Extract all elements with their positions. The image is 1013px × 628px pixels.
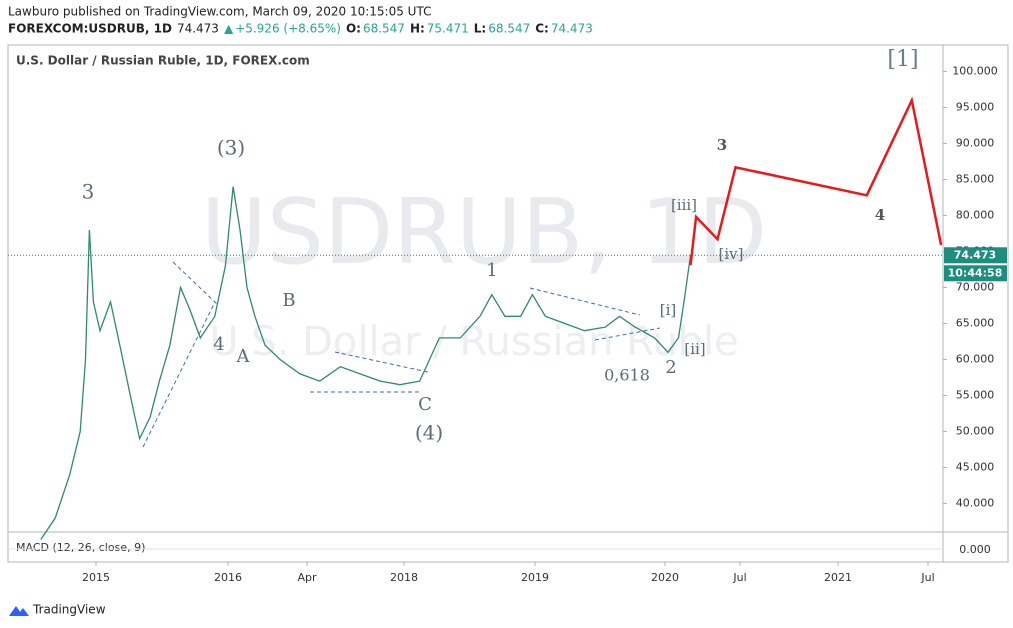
wave-label: 1 — [486, 260, 497, 281]
wave-label: A — [236, 346, 251, 367]
footer-brand: TradingView — [32, 603, 106, 617]
y-tick-label: 95.000 — [956, 100, 995, 113]
wave-label: [iv] — [719, 245, 744, 263]
header-change: +5.926 (+8.65%) — [235, 22, 341, 36]
y-tick-label: 55.000 — [956, 388, 995, 401]
footer-logo: TradingView — [9, 603, 106, 617]
countdown-box — [944, 265, 1007, 282]
x-tick-label: 2019 — [521, 571, 549, 584]
y-tick-label: 80.000 — [956, 208, 995, 221]
y-tick-label: 100.000 — [952, 64, 998, 77]
header-c-label: C: — [535, 22, 549, 36]
logo-icon — [9, 606, 29, 616]
wave-label: 0,618 — [604, 366, 650, 385]
header-arrow: ▲ — [224, 22, 234, 36]
countdown-label: 10:44:58 — [948, 266, 1003, 279]
chart-title: U.S. Dollar / Russian Ruble, 1D, FOREX.c… — [16, 54, 310, 68]
x-tick-label: 2021 — [824, 571, 852, 584]
header-l-label: L: — [474, 22, 486, 36]
y-tick-label: 65.000 — [956, 316, 995, 329]
header-o-label: O: — [346, 22, 361, 36]
header-h: 75.471 — [427, 22, 469, 36]
wave-label: [i] — [660, 301, 677, 319]
last-price-box — [944, 247, 1007, 264]
wave-label: 4 — [213, 334, 224, 355]
wave-label: [1] — [887, 47, 918, 72]
published-line: Lawburo published on TradingView.com, Ma… — [8, 5, 431, 19]
x-tick-label: 2016 — [214, 571, 242, 584]
header-l: 68.547 — [488, 22, 530, 36]
wave-label: [iii] — [671, 196, 697, 214]
forecast-line — [689, 96, 943, 266]
y-tick-label: 50.000 — [956, 424, 995, 437]
header-last: 74.473 — [177, 22, 219, 36]
wave-label: B — [282, 290, 295, 311]
y-tick-label: 85.000 — [956, 172, 995, 185]
x-tick-label: Jul — [920, 571, 934, 584]
header-symbol: FOREXCOM:USDRUB, 1D — [8, 22, 172, 36]
y-tick-label: 60.000 — [956, 352, 995, 365]
wave-label: (4) — [415, 421, 443, 445]
trend-line — [334, 351, 429, 373]
wave-label: 4 — [875, 206, 885, 224]
x-tick-label: 2015 — [82, 571, 110, 584]
wave-label: 2 — [665, 357, 676, 378]
header-h-label: H: — [410, 22, 425, 36]
wave-label: 3 — [82, 180, 95, 204]
y-tick-label: 40.000 — [956, 496, 995, 509]
trend-line — [529, 287, 641, 316]
wave-lines — [142, 261, 661, 448]
x-tick-label: 2018 — [390, 571, 418, 584]
macd-tick-label: 0.000 — [959, 543, 991, 556]
price-line — [40, 186, 692, 540]
last-price-label: 74.473 — [954, 248, 996, 261]
header-o: 68.547 — [363, 22, 405, 36]
wave-label: 3 — [717, 136, 727, 154]
x-tick-label: Apr — [297, 571, 317, 584]
x-tick-label: Jul — [732, 571, 746, 584]
macd-label: MACD (12, 26, close, 9) — [16, 541, 145, 554]
symbol-line: FOREXCOM:USDRUB, 1D 74.473 ▲ +5.926 (+8.65%… — [8, 22, 593, 36]
trend-line — [142, 301, 216, 448]
wave-label: [ii] — [684, 340, 705, 358]
x-tick-label: 2020 — [651, 571, 679, 584]
watermark-sub: U.S. Dollar / Russian Ruble — [209, 319, 738, 365]
header-c: 74.473 — [551, 22, 593, 36]
trend-line — [172, 261, 219, 306]
y-tick-label: 70.000 — [956, 280, 995, 293]
wave-label: C — [418, 394, 432, 415]
watermark: USDRUB, 1D — [201, 180, 767, 285]
y-tick-label: 45.000 — [956, 460, 995, 473]
y-tick-label: 90.000 — [956, 136, 995, 149]
wave-label: (3) — [217, 136, 245, 160]
